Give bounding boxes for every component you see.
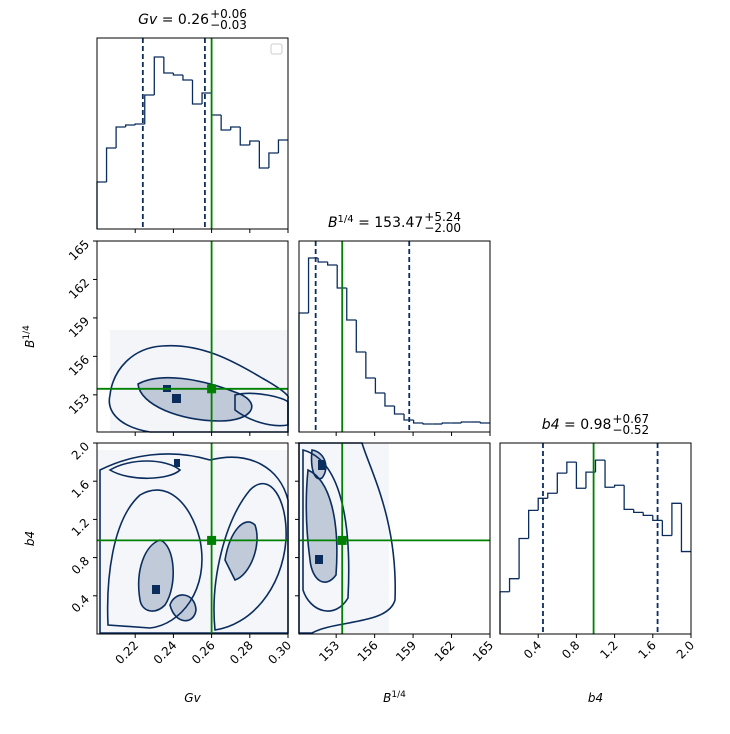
title-value: = 153.47 (354, 215, 424, 231)
panel-frame (96, 442, 289, 635)
x-axis-label: b4 (588, 691, 603, 705)
histogram-step (144, 94, 155, 124)
panel-title: Gv = 0.26 +0.06−0.03 (138, 7, 247, 32)
histogram-step (547, 492, 558, 499)
histogram-step (346, 288, 357, 321)
histogram-step (508, 578, 520, 592)
histogram-step (633, 509, 644, 514)
histogram-step (680, 503, 691, 553)
histogram-step (384, 393, 395, 407)
histogram-step (594, 459, 606, 473)
title-main: Gv = 0.26 (138, 12, 209, 28)
histogram-step (125, 124, 136, 127)
histogram-step (230, 126, 241, 130)
title-value: = 0.26 (157, 12, 209, 28)
histogram-step (134, 123, 145, 125)
title-value: = 0.98 (560, 417, 612, 433)
histogram-step (277, 139, 288, 153)
axis-label-name: Gv (184, 691, 201, 705)
axis-label-name: B (383, 691, 391, 705)
histogram-step (163, 57, 174, 74)
histogram-step (604, 460, 615, 488)
histogram-step (268, 152, 279, 168)
panel-frame (298, 240, 491, 433)
histogram-step (249, 140, 260, 145)
histogram-step (623, 485, 634, 510)
truth-marker (207, 384, 217, 394)
title-lower: −2.00 (424, 221, 461, 235)
histogram-step (220, 115, 231, 131)
axis-label-name: b4 (23, 531, 37, 546)
title-name: B (328, 215, 338, 231)
panel-frame (96, 240, 289, 433)
density-b-b4 (298, 442, 396, 634)
x-axis-label: B1/4 (383, 690, 406, 705)
x-axis-label: Gv (184, 691, 201, 705)
histogram-step (327, 262, 338, 266)
histogram-step (239, 127, 250, 146)
axis-label-name: B (23, 340, 37, 348)
title-name: b4 (542, 417, 560, 433)
histogram-step (105, 147, 117, 182)
histogram-step (575, 462, 586, 489)
y-axis-label: B1/4 (22, 325, 37, 348)
histogram-step (661, 520, 672, 537)
histogram-step (317, 258, 328, 263)
histogram-step (365, 352, 376, 379)
histogram-step (336, 265, 347, 289)
title-name-sup: 1/4 (338, 214, 354, 225)
histogram-step (393, 406, 405, 415)
histogram-step (201, 92, 212, 104)
histogram-step (374, 378, 385, 394)
histogram-step (479, 422, 490, 424)
histogram-step (518, 537, 529, 579)
axis-label-sup: 1/4 (391, 690, 406, 700)
truth-marker (337, 535, 347, 545)
axis-label-name: b4 (588, 691, 603, 705)
title-lower: −0.52 (612, 423, 649, 437)
axis-label-sup: 1/4 (22, 325, 32, 340)
panel-title: B1/4 = 153.47 +5.24−2.00 (328, 210, 461, 235)
histogram-step (585, 471, 596, 489)
histogram-step (441, 422, 452, 424)
histogram-step (412, 420, 424, 424)
histogram-step (403, 414, 414, 421)
y-axis-label: b4 (23, 531, 37, 546)
histogram-step (652, 515, 663, 522)
histogram-step (258, 141, 269, 169)
legend-box (270, 43, 283, 55)
truth-marker (207, 535, 217, 545)
density-gv-b (108, 330, 289, 433)
histogram-step (556, 472, 567, 494)
panel-title: b4 = 0.98 +0.67−0.52 (542, 412, 649, 437)
title-upper: +5.24 (424, 210, 461, 224)
title-main: B1/4 = 153.47 (328, 214, 423, 231)
histogram-step (172, 73, 183, 76)
panel-frame (298, 442, 491, 635)
histogram-step (537, 497, 548, 511)
histogram-step (115, 126, 126, 148)
title-upper: +0.06 (210, 7, 247, 21)
density-gv-b4 (97, 450, 289, 634)
panel-frame (499, 442, 692, 635)
histogram-step (182, 75, 193, 81)
title-lower: −0.03 (210, 18, 247, 32)
histogram-step (528, 509, 539, 539)
histogram-step (355, 320, 366, 353)
histogram-step (671, 502, 682, 536)
histogram-step (153, 56, 164, 95)
title-main: b4 = 0.98 (542, 417, 612, 433)
histogram-step (642, 512, 653, 517)
histogram-step (613, 484, 625, 488)
panel-frame (96, 37, 289, 230)
title-upper: +0.67 (612, 412, 649, 426)
title-name: Gv (138, 12, 158, 28)
histogram-step (566, 461, 577, 474)
histogram-step (191, 80, 203, 105)
histogram-step (460, 421, 471, 423)
histogram-step (422, 423, 433, 425)
